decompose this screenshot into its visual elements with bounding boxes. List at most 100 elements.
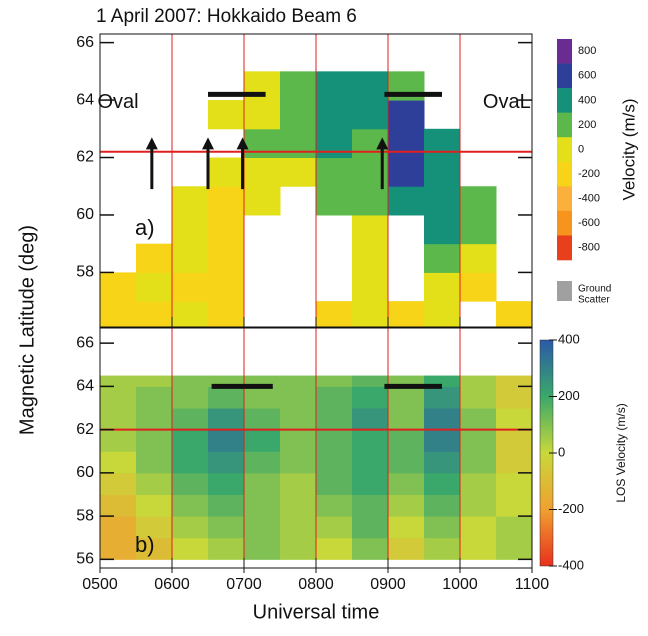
colorbar-tick-label: 400: [578, 94, 596, 106]
heat-cell: [280, 537, 317, 560]
x-tick-label: 0600: [154, 576, 190, 593]
heat-cell: [280, 451, 317, 474]
heat-cell: [424, 186, 461, 216]
heat-cell: [424, 408, 461, 431]
heat-cell: [208, 386, 245, 409]
heat-cell: [352, 272, 389, 302]
heat-cell: [280, 408, 317, 431]
heat-cell: [100, 375, 137, 387]
heat-cell: [244, 472, 281, 495]
heat-cell: [172, 537, 209, 560]
y-tick-label: 56: [76, 551, 94, 568]
colorbar-swatch: [557, 186, 572, 212]
heat-cell: [208, 408, 245, 431]
heat-cell: [172, 386, 209, 409]
heat-cell: [244, 537, 281, 560]
heat-cell: [460, 243, 497, 273]
heat-cell: [388, 408, 425, 431]
colorbar-tick-label: 200: [578, 119, 596, 131]
heat-cell: [136, 516, 173, 539]
heat-cell: [172, 272, 209, 302]
heat-cell: [172, 494, 209, 517]
heat-cell: [316, 100, 353, 130]
heat-cell: [316, 451, 353, 474]
heat-cell: [388, 186, 425, 216]
heat-cell: [352, 100, 389, 130]
colorbar-swatch: [557, 137, 572, 163]
heat-cell: [496, 516, 533, 539]
heat-cell: [100, 272, 137, 302]
x-tick-label: 0700: [226, 576, 262, 593]
arrow-head: [145, 137, 158, 150]
y-tick-label: 66: [76, 34, 94, 51]
ground-scatter-label: Ground: [578, 284, 611, 295]
heat-cell: [208, 516, 245, 539]
y-tick-label: 58: [76, 264, 94, 281]
heat-cell: [424, 243, 461, 273]
heat-cell: [100, 494, 137, 517]
heat-cell: [460, 429, 497, 452]
heat-cell: [496, 429, 533, 452]
heat-cell: [424, 386, 461, 409]
heat-cell: [496, 537, 533, 560]
heat-cell: [280, 494, 317, 517]
y-tick-label: 66: [76, 334, 94, 351]
colorbar-tick-label: -200: [578, 168, 600, 180]
heat-cell: [100, 451, 137, 474]
heat-cell: [208, 272, 245, 302]
heat-cell: [424, 214, 461, 245]
heat-cell: [496, 375, 533, 387]
heat-cell: [496, 472, 533, 495]
heat-cell: [100, 537, 137, 560]
x-tick-label: 0800: [298, 576, 334, 593]
x-tick-label: 1100: [515, 576, 550, 593]
colorbar-swatch: [557, 39, 572, 64]
heat-cell: [496, 386, 533, 409]
heat-cell: [208, 494, 245, 517]
heat-cell: [280, 516, 317, 539]
heat-cell: [460, 375, 497, 387]
heat-cell: [172, 408, 209, 431]
heat-cell: [316, 494, 353, 517]
heat-cell: [136, 375, 173, 387]
heat-cell: [280, 386, 317, 409]
x-axis-label: Universal time: [253, 601, 380, 623]
heat-cell: [136, 243, 173, 273]
heat-cell: [172, 243, 209, 273]
colorbar-tick-label: 400: [558, 331, 580, 346]
colorbar-tick-label: -400: [558, 557, 584, 572]
heat-cell: [388, 128, 425, 159]
heat-cell: [316, 375, 353, 387]
heat-cell: [352, 186, 389, 216]
heat-cell: [316, 71, 353, 101]
arrow-head: [236, 137, 249, 150]
heat-cell: [424, 451, 461, 474]
heat-cell: [136, 301, 173, 331]
heat-cell: [388, 472, 425, 495]
x-tick-label: 1000: [442, 576, 478, 593]
heat-cell: [316, 408, 353, 431]
heat-cell: [244, 408, 281, 431]
heat-cell: [172, 516, 209, 539]
heat-cell: [352, 243, 389, 273]
heat-cell: [208, 186, 245, 216]
arrow-head: [202, 137, 214, 150]
heat-cell: [460, 451, 497, 474]
heat-cell: [460, 472, 497, 495]
heat-cell: [100, 408, 137, 431]
heat-cell: [136, 494, 173, 517]
colorbar-tick-label: 800: [578, 45, 596, 57]
colorbar-swatch: [557, 210, 572, 236]
arrow-head: [376, 137, 389, 150]
heat-cell: [172, 375, 209, 387]
colorbar: 800 600 400 200 0 -200 -400 -600 -800 GroundScatt…: [557, 39, 638, 306]
annotation: OvaL: [483, 91, 531, 113]
heat-cell: [280, 128, 317, 159]
heat-cell: [424, 494, 461, 517]
colorbar-swatch: [557, 112, 572, 138]
heat-cell: [424, 157, 461, 187]
heat-cell: [424, 272, 461, 302]
heat-cell: [388, 375, 425, 387]
colorbar-tick-label: 0: [578, 143, 584, 155]
